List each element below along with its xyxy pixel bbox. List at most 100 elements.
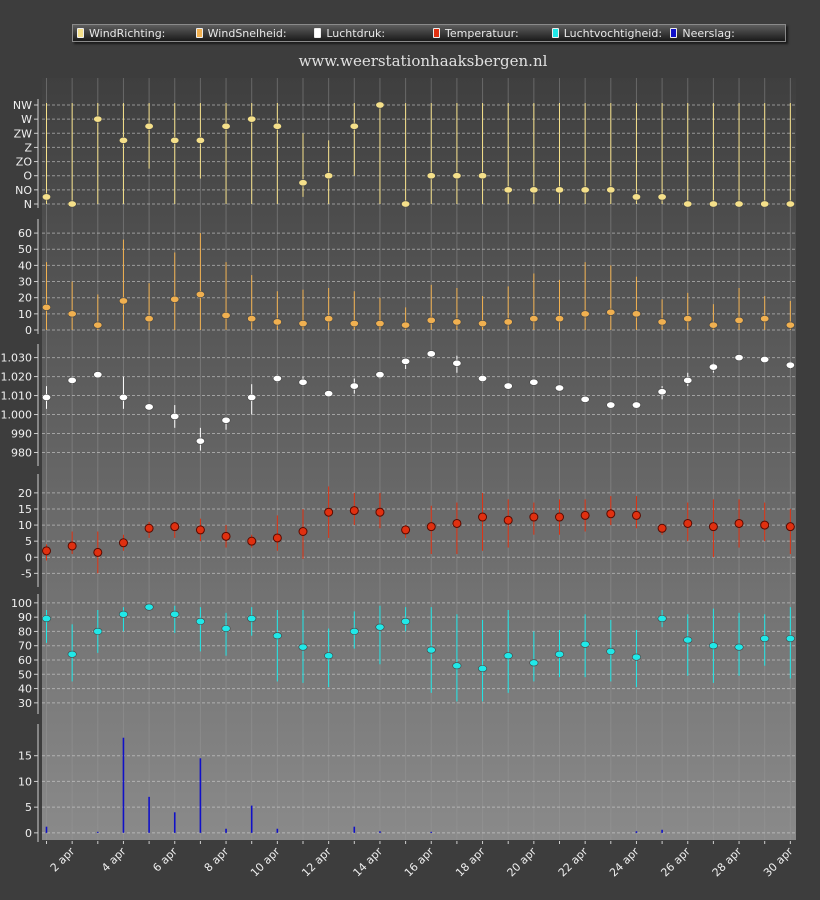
data-point	[529, 315, 539, 323]
data-point	[93, 371, 103, 379]
y-tick-label: 40	[18, 259, 32, 272]
data-point	[760, 315, 770, 323]
data-point	[144, 603, 154, 611]
data-point	[554, 650, 564, 658]
legend-item-luchtdruk[interactable]: Luchtdruk:	[314, 27, 429, 40]
y-tick-label: 100	[11, 597, 32, 610]
y-tick-label: N	[24, 198, 32, 211]
data-point	[426, 646, 436, 654]
x-tick-label: 10 apr	[248, 845, 283, 880]
y-tick-label: NO	[15, 184, 32, 197]
data-point	[195, 136, 205, 144]
data-point	[401, 617, 411, 625]
legend-swatch-neerslag	[670, 28, 678, 38]
data-point	[631, 653, 641, 661]
data-point	[760, 200, 770, 208]
legend-swatch-windsnelheid	[195, 28, 203, 38]
legend-item-neerslag[interactable]: Neerslag:	[670, 27, 785, 40]
data-point	[734, 316, 744, 324]
data-point	[606, 186, 616, 194]
y-tick-label: 80	[18, 625, 32, 638]
legend-item-windsnelheid[interactable]: WindSnelheid:	[195, 27, 311, 40]
data-point	[580, 186, 590, 194]
data-point	[657, 615, 667, 623]
data-point	[375, 320, 385, 328]
data-point	[606, 308, 616, 316]
legend-item-temperatuur[interactable]: Temperatuur:	[433, 27, 548, 40]
data-point	[426, 172, 436, 180]
x-tick-label: 12 apr	[299, 845, 334, 880]
data-point	[247, 615, 257, 623]
data-point	[324, 390, 334, 398]
data-point	[41, 303, 51, 311]
data-point	[554, 186, 564, 194]
data-point	[349, 122, 359, 130]
y-tick-label: 980	[11, 447, 32, 460]
y-tick-label: Z	[24, 141, 32, 154]
data-point	[272, 374, 282, 382]
data-point	[144, 315, 154, 323]
data-point	[555, 512, 564, 522]
y-tick-label: 1.020	[1, 371, 33, 384]
data-point	[401, 525, 411, 535]
data-point	[324, 507, 334, 517]
data-point	[272, 318, 282, 326]
data-point	[195, 617, 205, 625]
data-point	[349, 627, 359, 635]
data-point	[349, 506, 359, 516]
legend-swatch-windrichting	[77, 28, 84, 38]
data-point	[478, 172, 488, 180]
y-tick-label: 10	[18, 308, 32, 321]
data-point	[503, 186, 513, 194]
data-point	[580, 310, 590, 318]
y-tick-label: 30	[18, 697, 32, 710]
x-tick-label: 22 apr	[556, 845, 591, 880]
data-point	[426, 350, 436, 358]
data-point	[631, 310, 641, 318]
data-point	[657, 193, 667, 201]
y-tick-label: 10	[18, 775, 32, 788]
data-point	[375, 371, 385, 379]
data-point	[734, 200, 744, 208]
data-point	[375, 101, 385, 109]
data-point	[683, 315, 693, 323]
data-point	[631, 510, 641, 520]
legend-item-luchtvochtigheid[interactable]: Luchtvochtigheid:	[551, 27, 667, 40]
y-tick-label: 20	[18, 487, 32, 500]
x-tick-label: 28 apr	[710, 845, 745, 880]
data-point	[67, 650, 77, 658]
x-tick-label: 6 apr	[150, 845, 180, 875]
data-point	[67, 310, 77, 318]
data-point	[144, 403, 154, 411]
data-point	[93, 115, 103, 123]
x-tick-label: 2 apr	[48, 845, 78, 875]
legend-label-luchtdruk: Luchtdruk:	[326, 26, 386, 40]
data-point	[580, 395, 590, 403]
data-point	[324, 172, 334, 180]
data-point	[67, 541, 77, 551]
data-point	[221, 416, 231, 424]
legend-item-windrichting[interactable]: WindRichting:	[77, 27, 192, 40]
data-point	[452, 318, 462, 326]
data-point	[247, 115, 257, 123]
data-point	[118, 538, 128, 548]
y-tick-label: 990	[11, 428, 32, 441]
data-point	[708, 321, 718, 329]
data-point	[170, 522, 180, 532]
data-point	[529, 659, 539, 667]
data-point	[298, 643, 308, 651]
y-tick-label: 1.010	[1, 390, 33, 403]
data-point	[221, 311, 231, 319]
data-point	[734, 643, 744, 651]
legend-label-temperatuur: Temperatuur:	[445, 26, 519, 40]
data-point	[785, 321, 795, 329]
data-point	[606, 647, 616, 655]
data-point	[144, 122, 154, 130]
plot-background	[42, 78, 796, 840]
data-point	[503, 382, 513, 390]
data-point	[683, 518, 693, 528]
data-point	[118, 297, 128, 305]
y-tick-label: ZO	[16, 156, 33, 169]
y-tick-label: 10	[18, 519, 32, 532]
data-point	[324, 315, 334, 323]
